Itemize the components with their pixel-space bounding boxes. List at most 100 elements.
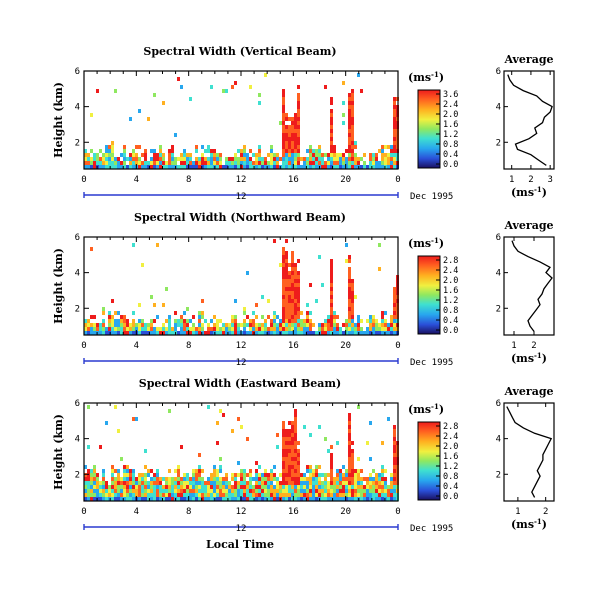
heatmap-cell — [216, 165, 219, 169]
heatmap-cell — [297, 101, 300, 105]
heatmap-cell — [387, 157, 390, 161]
heatmap-cell — [192, 327, 195, 331]
heatmap-cell — [159, 165, 162, 169]
heatmap-cell — [93, 161, 96, 165]
heatmap-cell — [150, 477, 153, 481]
heatmap-cell — [147, 489, 150, 493]
heatmap-cell — [204, 157, 207, 161]
heatmap-cell — [297, 283, 300, 287]
heatmap-cell — [306, 327, 309, 331]
heatmap-cell — [267, 493, 270, 497]
heatmap-cell — [282, 469, 285, 473]
heatmap-cell — [126, 481, 129, 485]
heatmap-cell — [297, 493, 300, 497]
average-title: Average — [503, 385, 553, 398]
heatmap-cell — [393, 291, 396, 295]
heatmap-cell — [393, 477, 396, 481]
heatmap-cell — [390, 485, 393, 489]
heatmap-cell — [102, 307, 105, 311]
heatmap-cell — [156, 243, 159, 247]
heatmap-cell — [282, 295, 285, 299]
heatmap-cell — [249, 149, 252, 153]
heatmap-cell — [84, 465, 87, 469]
heatmap-cell — [93, 465, 96, 469]
heatmap-cell — [330, 315, 333, 319]
heatmap-cell — [195, 145, 198, 149]
heatmap-cell — [375, 489, 378, 493]
heatmap-cell — [192, 331, 195, 335]
heatmap-cell — [201, 497, 204, 501]
heatmap-cell — [345, 157, 348, 161]
heatmap-cell — [372, 493, 375, 497]
heatmap-cell — [282, 267, 285, 271]
heatmap-cell — [102, 477, 105, 481]
heatmap-cell — [138, 157, 141, 161]
heatmap-cell — [291, 157, 294, 161]
heatmap-cell — [156, 497, 159, 501]
heatmap-cell — [246, 437, 249, 441]
heatmap-cell — [291, 121, 294, 125]
heatmap-cell — [357, 405, 360, 409]
heatmap-cell — [285, 493, 288, 497]
heatmap-cell — [258, 157, 261, 161]
heatmap-cell — [171, 493, 174, 497]
heatmap-cell — [204, 493, 207, 497]
heatmap-cell — [312, 489, 315, 493]
heatmap-cell — [174, 133, 177, 137]
colorbar-tick-label: 1.6 — [443, 452, 458, 462]
heatmap-cell — [270, 319, 273, 323]
heatmap-cell — [294, 263, 297, 267]
heatmap-cell — [369, 497, 372, 501]
heatmap-cell — [330, 121, 333, 125]
heatmap-cell — [348, 165, 351, 169]
heatmap-cell — [333, 149, 336, 153]
heatmap-cell — [126, 319, 129, 323]
heatmap-cell — [291, 461, 294, 465]
heatmap-cell — [114, 485, 117, 489]
heatmap-cell — [159, 153, 162, 157]
heatmap-cell — [297, 125, 300, 129]
heatmap-cell — [177, 323, 180, 327]
heatmap-cell — [117, 493, 120, 497]
heatmap-cell — [348, 287, 351, 291]
heatmap-cell — [189, 97, 192, 101]
heatmap-cell — [210, 477, 213, 481]
heatmap-cell — [348, 425, 351, 429]
heatmap-cell — [294, 145, 297, 149]
heatmap-cell — [381, 485, 384, 489]
heatmap-cell — [186, 489, 189, 493]
heatmap-cell — [156, 331, 159, 335]
heatmap-cell — [84, 161, 87, 165]
heatmap-cell — [213, 315, 216, 319]
heatmap-cell — [351, 469, 354, 473]
heatmap — [84, 405, 399, 501]
heatmap-cell — [192, 493, 195, 497]
heatmap-cell — [87, 319, 90, 323]
heatmap-cell — [132, 319, 135, 323]
heatmap-cell — [291, 165, 294, 169]
heatmap-cell — [126, 493, 129, 497]
heatmap-cell — [177, 157, 180, 161]
heatmap-cell — [309, 311, 312, 315]
heatmap-cell — [150, 323, 153, 327]
heatmap-cell — [123, 469, 126, 473]
heatmap-cell — [282, 421, 285, 425]
heatmap-cell — [384, 311, 387, 315]
heatmap-cell — [330, 263, 333, 267]
heatmap-cell — [351, 279, 354, 283]
heatmap-cell — [105, 497, 108, 501]
heatmap-cell — [393, 113, 396, 117]
colorbar-tick-label: 1.2 — [443, 462, 458, 472]
heatmap-cell — [297, 331, 300, 335]
y-tick-label: 2 — [75, 470, 80, 480]
heatmap-cell — [120, 481, 123, 485]
heatmap-cell — [297, 271, 300, 275]
heatmap-cell — [351, 137, 354, 141]
heatmap-cell — [111, 473, 114, 477]
heatmap-cell — [198, 453, 201, 457]
heatmap-cell — [288, 429, 291, 433]
heatmap-cell — [174, 157, 177, 161]
heatmap-cell — [213, 485, 216, 489]
heatmap-cell — [282, 323, 285, 327]
heatmap-cell — [360, 485, 363, 489]
